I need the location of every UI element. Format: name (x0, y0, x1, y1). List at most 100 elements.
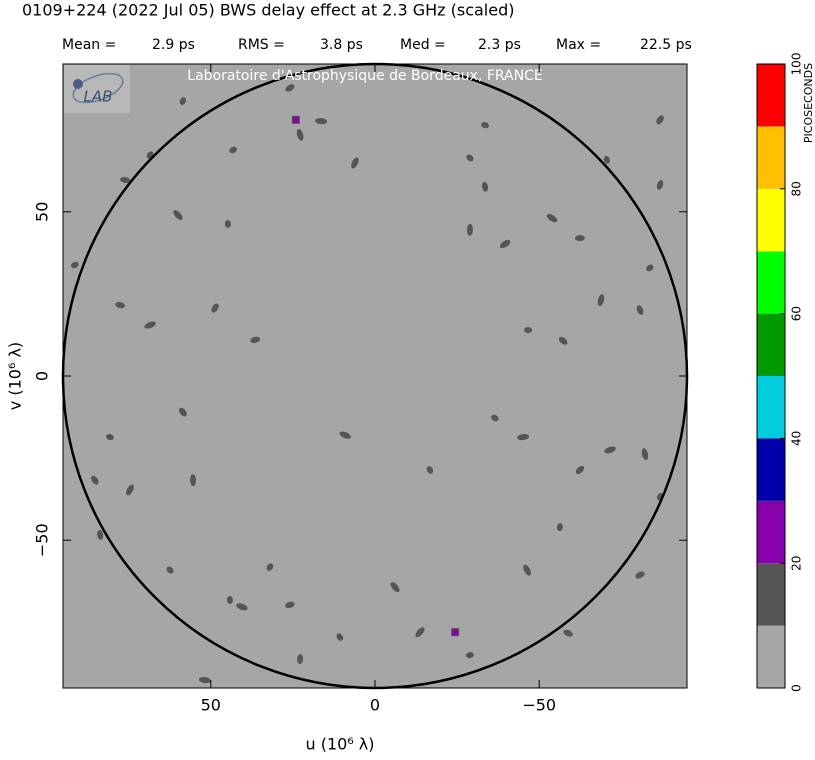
spot (524, 327, 533, 334)
colorbar-segment (757, 625, 785, 688)
y-tick-label: 50 (33, 202, 52, 222)
spot (266, 563, 274, 571)
spot (178, 407, 187, 417)
spot (224, 219, 231, 228)
spot (229, 146, 237, 154)
stat-label: Med = (400, 37, 446, 53)
colorbar-tick-label: 80 (790, 181, 804, 196)
spot (91, 475, 99, 485)
chart-title: 0109+224 (2022 Jul 05) BWS delay effect … (22, 1, 515, 20)
logo-ring (72, 72, 124, 104)
colorbar-segment (757, 438, 785, 501)
y-axis-label: v (10⁶ λ) (6, 342, 25, 410)
spot (656, 180, 664, 190)
spot (415, 627, 425, 638)
spot (285, 84, 295, 92)
spot (144, 321, 156, 329)
spot (120, 176, 131, 184)
spot (166, 566, 174, 574)
spot (297, 654, 304, 665)
spot (563, 629, 573, 637)
colorbar-segment (757, 188, 785, 252)
logo-text: LAB (84, 88, 113, 106)
spot (126, 484, 134, 496)
logo-dot (73, 79, 83, 89)
spot (236, 603, 248, 611)
spot (491, 414, 499, 422)
colorbar-segment (757, 376, 785, 439)
spot (646, 264, 654, 272)
spot (656, 115, 664, 125)
stat-value: 3.8 ps (320, 37, 363, 53)
x-tick-label: −50 (522, 696, 556, 715)
spots (70, 84, 664, 684)
colorbar-tick-label: 100 (790, 53, 804, 76)
spot (636, 305, 644, 315)
x-tick-label: 0 (370, 696, 380, 715)
spot (173, 210, 183, 220)
spot (390, 582, 400, 593)
stat-label: RMS = (238, 37, 285, 53)
colorbar-tick-label: 40 (790, 431, 804, 446)
spot (426, 466, 434, 474)
spot (597, 294, 605, 307)
spot (641, 448, 649, 461)
y-tick-label: 0 (33, 371, 52, 381)
spot (315, 118, 328, 125)
stat-value: 2.9 ps (152, 37, 195, 53)
spot (226, 595, 233, 604)
colorbar-segment (757, 251, 785, 314)
spot (97, 529, 104, 540)
spot (575, 465, 585, 475)
spot (517, 434, 530, 441)
colorbar-tick-label: 0 (790, 684, 804, 692)
spot (466, 223, 473, 236)
spot (211, 303, 219, 313)
spot (523, 564, 531, 576)
spot (574, 235, 585, 242)
colorbar-segment (757, 563, 785, 626)
spot (603, 155, 610, 164)
colorbar-label: PICOSECONDS (802, 63, 815, 143)
spot (198, 677, 211, 684)
colorbar-tick-label: 60 (790, 306, 804, 321)
stat-label: Max = (556, 37, 601, 53)
spot (285, 601, 295, 609)
spot (604, 446, 616, 454)
spot (115, 301, 126, 309)
spot (351, 157, 359, 169)
spot (190, 474, 197, 487)
colorbar-segment (757, 64, 785, 127)
spot (336, 633, 344, 641)
spot (635, 571, 645, 579)
colorbar-segment (757, 126, 785, 189)
spot (179, 97, 187, 105)
spot (339, 431, 351, 439)
colorbar-tick-label: 20 (790, 556, 804, 571)
spot (465, 652, 474, 659)
spot (546, 213, 558, 223)
plot-area (63, 64, 687, 688)
spot (296, 129, 304, 141)
colorbar-frame (756, 63, 786, 689)
colorbar-segment (757, 500, 785, 564)
spot (558, 336, 568, 345)
colorbar-segment (757, 313, 785, 376)
watermark: Laboratoire d'Astrophysique de Bordeaux,… (187, 68, 542, 84)
x-axis-label: u (10⁶ λ) (305, 735, 374, 754)
spot (70, 261, 79, 269)
stat-value: 2.3 ps (478, 37, 521, 53)
spot (481, 181, 489, 192)
x-tick-label: 50 (201, 696, 221, 715)
spot (556, 523, 563, 532)
spot (291, 115, 300, 124)
spot (499, 239, 511, 249)
stat-value: 22.5 ps (640, 37, 692, 53)
y-tick-label: −50 (33, 523, 52, 557)
spot (481, 121, 489, 129)
spot (250, 336, 261, 344)
spot (466, 154, 474, 162)
spot (106, 434, 114, 441)
